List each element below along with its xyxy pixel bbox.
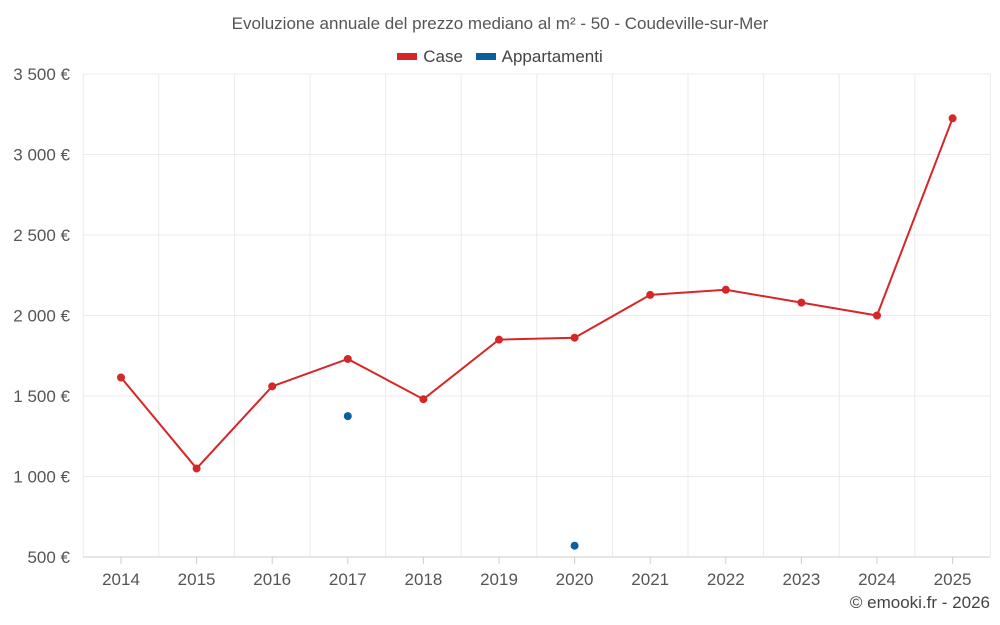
y-tick-label: 500 € [27,548,70,567]
x-tick-label: 2020 [556,570,594,589]
data-point-case[interactable] [495,335,503,344]
x-tick-label: 2021 [631,570,669,589]
data-point-appartamenti[interactable] [343,412,352,421]
data-point-case[interactable] [419,395,428,404]
chart-title: Evoluzione annuale del prezzo mediano al… [231,14,769,33]
legend-item-appartamenti[interactable]: Appartamenti [475,46,603,67]
x-tick-label: 2016 [253,570,291,589]
legend: Case Appartamenti [0,45,1000,67]
data-point-case[interactable] [948,114,957,123]
legend-swatch-appartamenti [475,53,496,60]
y-tick-label: 3 000 € [13,146,70,165]
y-tick-label: 2 000 € [13,307,70,326]
x-tick-label: 2014 [102,570,140,589]
data-point-appartamenti[interactable] [570,541,579,550]
y-tick-label: 3 500 € [13,65,70,84]
x-tick-label: 2015 [178,570,216,589]
x-tick-label: 2018 [404,570,442,589]
y-tick-label: 1 500 € [13,387,70,406]
data-point-case[interactable] [721,285,730,294]
legend-label-appartamenti: Appartamenti [501,46,603,66]
data-point-case[interactable] [343,354,352,363]
legend-label-case: Case [423,46,463,66]
y-tick-label: 2 500 € [13,226,70,245]
x-tick-label: 2025 [934,570,972,589]
data-point-case[interactable] [268,382,277,391]
y-tick-label: 1 000 € [13,468,70,487]
credit-text: © emooki.fr - 2026 [849,593,990,612]
data-point-case[interactable] [646,290,655,299]
data-point-case[interactable] [192,464,201,473]
x-tick-label: 2022 [707,570,745,589]
legend-swatch-case [397,53,418,60]
x-tick-label: 2023 [782,570,820,589]
x-tick-label: 2017 [329,570,367,589]
series-line-case [120,117,954,470]
data-point-case[interactable] [117,373,125,382]
x-tick-label: 2019 [480,570,518,589]
legend-item-case[interactable]: Case [397,47,463,67]
x-tick-label: 2024 [858,570,896,589]
data-point-case[interactable] [570,333,579,342]
data-point-case[interactable] [873,311,881,320]
data-point-case[interactable] [797,298,806,307]
